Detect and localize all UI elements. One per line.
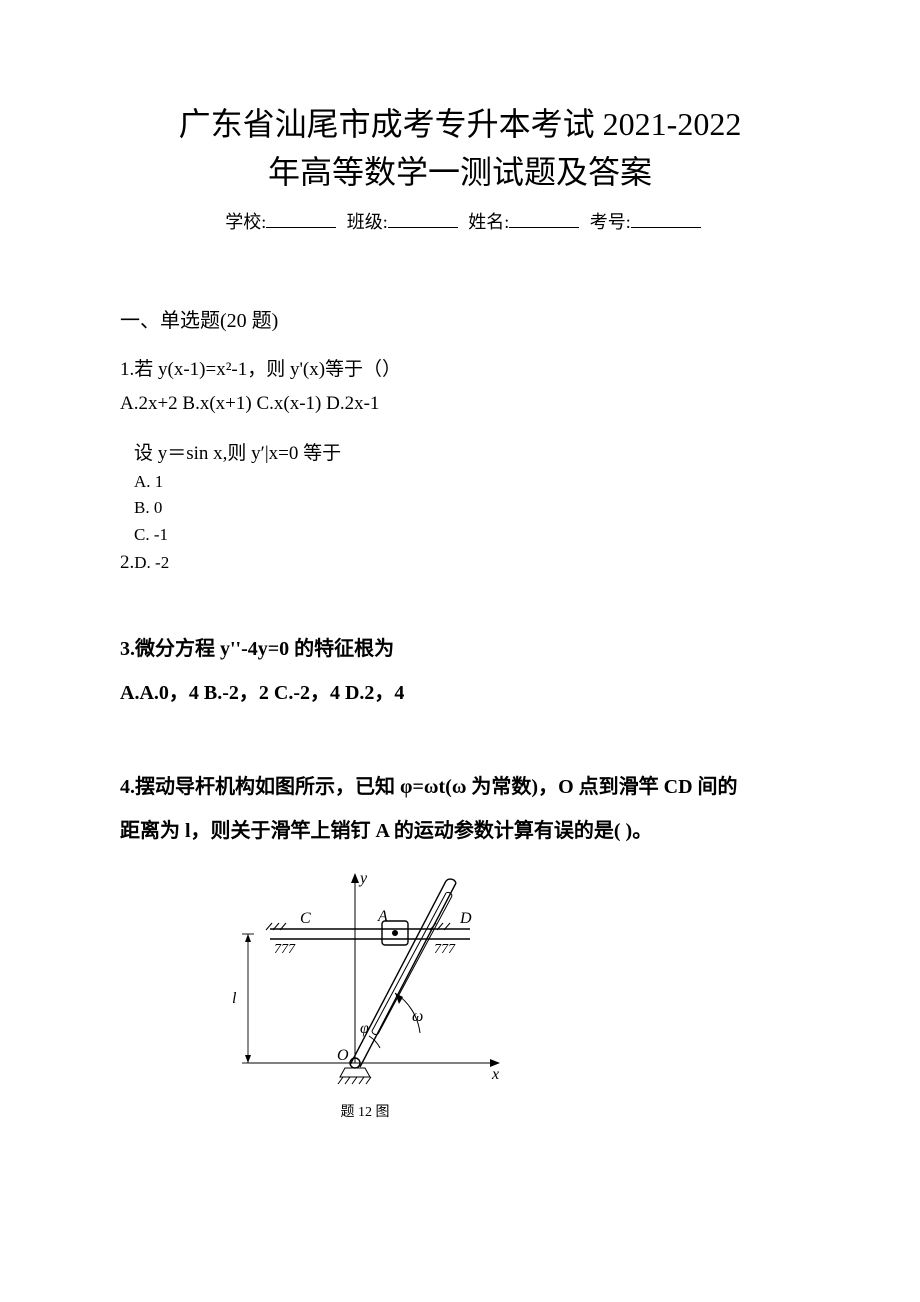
label-y: y bbox=[358, 870, 368, 887]
q4-stem-b: 距离为 l，则关于滑竿上销钉 A 的运动参数计算有误的是( )。 bbox=[120, 809, 800, 853]
q2-opt-b: B. 0 bbox=[134, 495, 800, 521]
label-phi: φ bbox=[360, 1020, 369, 1037]
q3-options: A.A.0，4 B.-2，2 C.-2，4 D.2，4 bbox=[120, 671, 800, 715]
name-label: 姓名: bbox=[468, 212, 509, 232]
class-blank bbox=[388, 209, 458, 228]
label-O: O bbox=[337, 1047, 349, 1064]
q2-number: 2. bbox=[120, 552, 134, 573]
main-title-line2: 年高等数学一测试题及答案 bbox=[120, 148, 800, 196]
question-1: 1.若 y(x-1)=x²-1，则 y'(x)等于（） A.2x+2 B.x(x… bbox=[120, 353, 800, 421]
student-info-line: 学校: 班级: 姓名: 考号: bbox=[120, 208, 800, 234]
q2-opt-a: A. 1 bbox=[134, 469, 800, 495]
label-l: l bbox=[232, 990, 237, 1007]
school-label: 学校: bbox=[225, 212, 266, 232]
class-label: 班级: bbox=[347, 212, 388, 232]
section-1-heading: 一、单选题(20 题) bbox=[120, 304, 800, 333]
label-x: x bbox=[491, 1066, 499, 1083]
q4-stem-a: 4.摆动导杆机构如图所示，已知 φ=ωt(ω 为常数)，O 点到滑竿 CD 间的 bbox=[120, 765, 800, 809]
school-blank bbox=[266, 209, 336, 228]
q2-stem: 设 y＝sin x,则 y′|x=0 等于 bbox=[134, 439, 800, 468]
q1-stem: 1.若 y(x-1)=x²-1，则 y'(x)等于（） bbox=[120, 353, 800, 387]
label-A: A bbox=[377, 908, 388, 925]
question-3: 3.微分方程 y''-4y=0 的特征根为 A.A.0，4 B.-2，2 C.-… bbox=[120, 627, 800, 715]
q2-opt-d: D. -2 bbox=[134, 553, 169, 572]
label-C: C bbox=[300, 910, 311, 927]
question-4: 4.摆动导杆机构如图所示，已知 φ=ωt(ω 为常数)，O 点到滑竿 CD 间的… bbox=[120, 765, 800, 853]
mechanism-diagram: y x O C 777 bbox=[220, 863, 510, 1093]
examno-blank bbox=[631, 209, 701, 228]
question-2: 设 y＝sin x,则 y′|x=0 等于 A. 1 B. 0 C. -1 2.… bbox=[120, 439, 800, 577]
label-D: D bbox=[459, 910, 472, 927]
label-support-right: 777 bbox=[434, 942, 456, 957]
q3-stem: 3.微分方程 y''-4y=0 的特征根为 bbox=[120, 627, 800, 671]
main-title-line1: 广东省汕尾市成考专升本考试 2021-2022 bbox=[120, 100, 800, 148]
label-support-left: 777 bbox=[274, 942, 296, 957]
q1-options: A.2x+2 B.x(x+1) C.x(x-1) D.2x-1 bbox=[120, 387, 800, 421]
name-blank bbox=[509, 209, 579, 228]
examno-label: 考号: bbox=[590, 212, 631, 232]
figure-caption: 题 12 图 bbox=[220, 1101, 510, 1121]
q2-opt-c: C. -1 bbox=[134, 522, 800, 548]
label-omega: ω bbox=[412, 1008, 423, 1025]
question-4-figure: y x O C 777 bbox=[220, 863, 800, 1093]
